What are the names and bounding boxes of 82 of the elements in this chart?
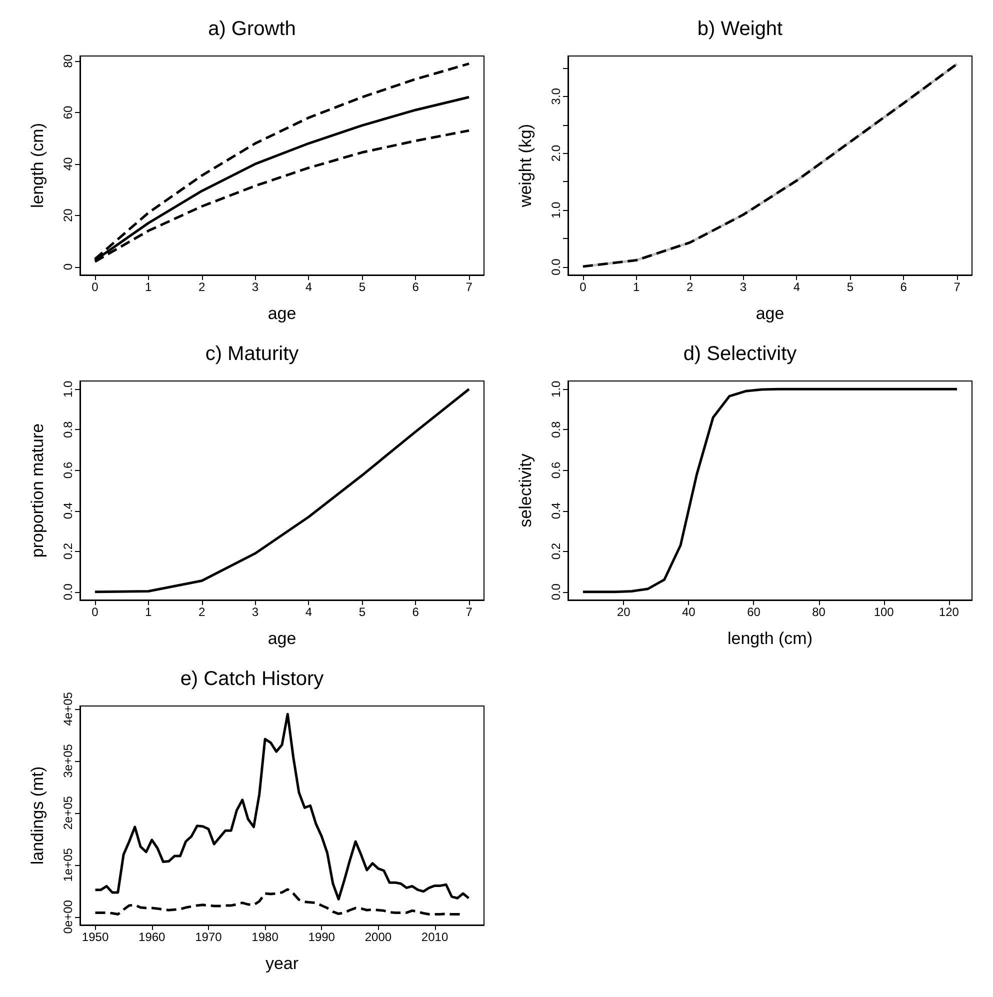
x-tick-label: 1: [633, 280, 640, 294]
x-axis-title: year: [265, 954, 299, 973]
y-tick-label: 1.0: [549, 380, 563, 398]
x-tick-label: 60: [747, 605, 761, 619]
y-tick-label: 3.0: [549, 88, 563, 105]
x-tick-label: 20: [616, 605, 631, 619]
y-tick-label: 0.0: [549, 583, 563, 600]
chart-title: a) Growth: [208, 18, 296, 40]
line-series: [94, 388, 470, 594]
x-tick-label: 1950: [82, 930, 109, 944]
y-tick-label: 0: [61, 263, 75, 270]
x-tick-label: 0: [580, 280, 587, 294]
x-tick-label: 2: [686, 280, 694, 294]
y-tick-label: 0.8: [61, 421, 75, 438]
x-tick-label: 3: [740, 280, 747, 294]
x-tick-label: 1: [145, 605, 152, 619]
x-tick-label: 5: [358, 605, 366, 619]
x-tick-label: 1990: [308, 930, 336, 944]
y-tick-label: 0.2: [61, 542, 75, 560]
x-axis-title: length (cm): [727, 629, 813, 648]
x-tick-label: 7: [954, 280, 961, 294]
y-axis-title: landings (mt): [28, 766, 47, 865]
y-tick-label: 0.0: [61, 583, 75, 600]
y-tick-label: 60: [61, 106, 75, 120]
y-tick-label: 0.2: [549, 542, 563, 560]
x-tick-label: 6: [412, 605, 420, 619]
y-axis-title: selectivity: [516, 453, 535, 528]
x-tick-label: 2: [198, 280, 206, 294]
y-tick-label: 80: [61, 54, 75, 68]
x-tick-label: 6: [900, 280, 908, 294]
x-tick-label: 120: [938, 605, 960, 619]
y-axis-title: weight (kg): [516, 124, 535, 208]
chart-title: e) Catch History: [180, 668, 324, 690]
x-tick-label: 5: [846, 280, 854, 294]
y-tick-label: 0.6: [549, 462, 563, 479]
x-tick-label: 1: [145, 280, 152, 294]
y-tick-label: 1.0: [549, 201, 563, 218]
x-tick-label: 0: [92, 280, 99, 294]
line-series: [582, 388, 958, 594]
y-tick-label: 3e+05: [61, 744, 75, 778]
y-tick-label: 0.4: [61, 502, 75, 520]
chart-title: b) Weight: [697, 18, 784, 40]
y-tick-label: 0.8: [549, 421, 563, 438]
x-tick-label: 1960: [138, 930, 166, 944]
y-tick-label: 0e+00: [61, 900, 75, 934]
x-axis-title: age: [268, 629, 296, 648]
y-tick-label: 20: [61, 208, 75, 222]
y-tick-label: 1.0: [61, 380, 75, 398]
x-axis-title: age: [756, 304, 784, 323]
x-tick-label: 40: [682, 605, 696, 619]
y-axis-title: length (cm): [28, 122, 47, 208]
line-series: [582, 62, 958, 268]
x-tick-label: 1970: [195, 930, 222, 944]
y-tick-label: 0.4: [549, 502, 563, 520]
x-tick-label: 4: [793, 280, 800, 294]
x-tick-label: 4: [305, 605, 312, 619]
x-tick-label: 1980: [252, 930, 279, 944]
y-tick-label: 0.0: [549, 258, 563, 276]
y-tick-label: 4e+05: [61, 692, 75, 726]
y-tick-label: 1e+05: [61, 848, 75, 882]
x-tick-label: 3: [252, 605, 259, 619]
x-tick-label: 2000: [364, 930, 392, 944]
x-tick-label: 5: [358, 280, 366, 294]
line-series: [94, 712, 470, 900]
x-tick-label: 80: [812, 605, 826, 619]
y-axis-title: proportion mature: [28, 423, 47, 558]
x-tick-label: 7: [466, 280, 473, 294]
x-tick-label: 2: [198, 605, 206, 619]
x-tick-label: 0: [92, 605, 99, 619]
x-tick-label: 100: [874, 605, 894, 619]
y-tick-label: 2e+05: [61, 796, 75, 830]
chart-title: c) Maturity: [205, 343, 299, 365]
y-tick-label: 0.6: [61, 462, 75, 479]
y-tick-label: 40: [61, 156, 75, 171]
chart-title: d) Selectivity: [683, 343, 797, 365]
x-tick-label: 6: [412, 280, 420, 294]
y-tick-label: 2.0: [549, 144, 563, 162]
x-axis-title: age: [268, 304, 296, 323]
x-tick-label: 7: [466, 605, 473, 619]
x-tick-label: 4: [305, 280, 312, 294]
x-tick-label: 2010: [421, 930, 448, 944]
x-tick-label: 3: [252, 280, 259, 294]
